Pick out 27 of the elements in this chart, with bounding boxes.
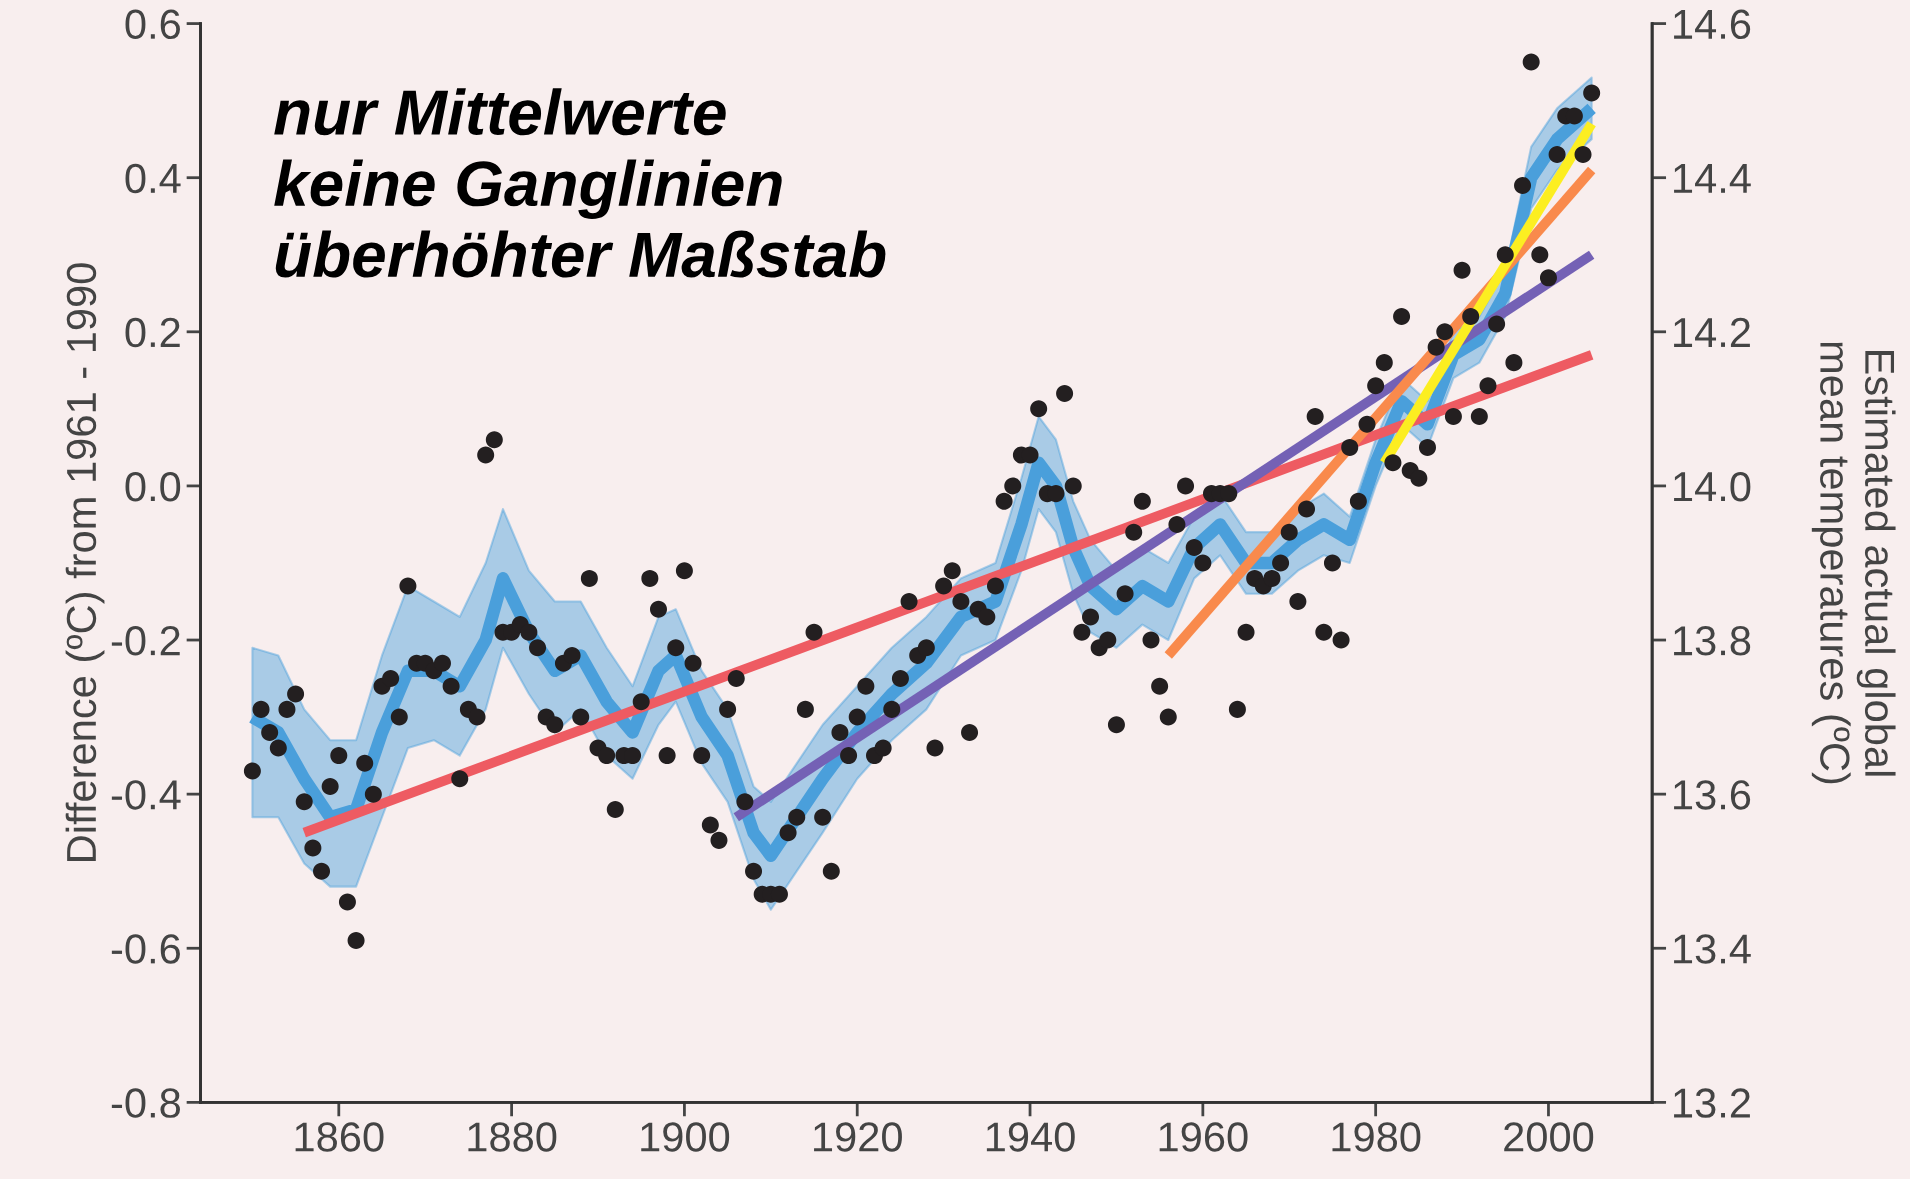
x-tick-label: 1920	[814, 1122, 902, 1152]
y-tick-label: 0.2	[125, 317, 180, 348]
y-axis-title: Difference (ºC) from 1961 - 1990	[65, 263, 105, 861]
x-tick-label: 1880	[468, 1122, 557, 1152]
x-tick-label: 1980	[1332, 1122, 1421, 1152]
y-tick-label: -0.6	[111, 934, 180, 964]
y-tick-label: -0.8	[111, 1088, 180, 1118]
y-tick-label: 0.4	[125, 163, 181, 194]
y2-tick-label: 13.8	[1674, 626, 1751, 656]
y2-tick-label: 14.4	[1674, 164, 1751, 193]
y2-tick-label: 13.2	[1674, 1088, 1750, 1118]
x-tick-label: 1900	[641, 1122, 730, 1152]
y2-axis-title: Estimated actual global mean temperatures (ºC)	[1811, 342, 1896, 784]
y-tick-label: -0.2	[111, 626, 180, 656]
y-tick-label: 0.6	[125, 9, 180, 40]
x-tick-label: 1860	[295, 1122, 384, 1152]
y2-tick-label: 13.6	[1674, 780, 1751, 810]
annotation: nur Mittelwerte keine Ganglinien überhöhter Maßstab	[274, 88, 886, 278]
y2-tick-label: 14.0	[1674, 471, 1751, 502]
y-tick-label: 0.0	[125, 471, 181, 502]
x-tick-label: 2000	[1504, 1122, 1594, 1152]
y2-tick-label: 14.2	[1674, 317, 1750, 347]
y2-tick-label: 14.6	[1674, 9, 1751, 40]
y2-tick-label: 13.4	[1674, 934, 1751, 964]
y-tick-label: -0.4	[111, 780, 181, 810]
x-tick-label: 1940	[986, 1122, 1075, 1152]
x-tick-label: 1960	[1159, 1122, 1248, 1152]
